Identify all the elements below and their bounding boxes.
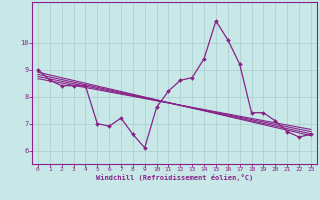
X-axis label: Windchill (Refroidissement éolien,°C): Windchill (Refroidissement éolien,°C) xyxy=(96,174,253,181)
